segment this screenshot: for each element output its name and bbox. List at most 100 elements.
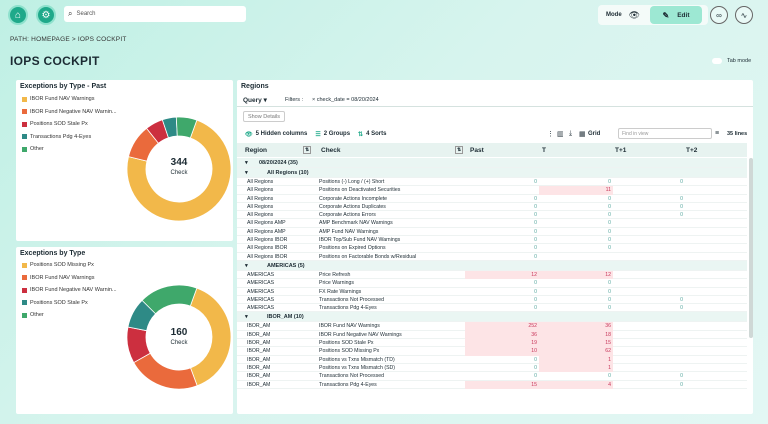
hidden-columns-button[interactable]: 👁 5 Hidden columns (245, 131, 307, 138)
home-icon[interactable]: ⌂ (8, 5, 28, 25)
export-icon[interactable]: ⤓ (569, 130, 573, 137)
donut-slice[interactable] (133, 352, 198, 390)
column-header-t[interactable]: T (542, 147, 546, 154)
legend-item[interactable]: Positions SOD Stale Px (22, 118, 117, 131)
cell-region: IBOR_AM (247, 323, 271, 330)
search-input[interactable]: ⌕ Search (64, 6, 246, 22)
vertical-scrollbar[interactable] (749, 158, 753, 338)
column-header-t1[interactable]: T+1 (615, 147, 627, 154)
table-row[interactable]: IBOR_AM Positions SOD Missing Px 10 62 (237, 347, 747, 356)
legend-item[interactable]: Other (22, 143, 117, 156)
cell-region: All Regions (247, 212, 274, 219)
table-row[interactable]: All Regions Positions on Deactivated Secu… (237, 186, 747, 195)
legend-item[interactable]: Transactions Pdg 4-Eyes (22, 131, 117, 144)
donut-slice[interactable] (126, 119, 232, 222)
column-header-t2[interactable]: T+2 (686, 147, 698, 154)
legend-label: IBOR Fund NAV Warnings (30, 96, 95, 103)
more-icon[interactable]: ⋮ (547, 131, 554, 138)
legend-item[interactable]: IBOR Fund Negative NAV Warnin... (22, 106, 117, 119)
legend-item[interactable]: IBOR Fund Negative NAV Warnin... (22, 284, 117, 297)
column-header-region[interactable]: Region (245, 147, 268, 154)
table-row[interactable]: All Regions Positions (-) Long / (+) Shor… (237, 178, 747, 187)
find-in-view-input[interactable]: Find in view (618, 128, 712, 139)
gear-icon[interactable]: ⚙ (36, 5, 56, 25)
sort-icon[interactable]: ⇅ (455, 146, 464, 154)
legend-item[interactable]: Positions SOD Missing Px (22, 259, 117, 272)
legend-swatch (22, 109, 27, 115)
cell-t: 0 (608, 288, 611, 295)
show-details-button[interactable]: Show Details (243, 111, 285, 122)
cell-t: 15 (539, 339, 613, 348)
legend-item[interactable]: IBOR Fund NAV Warnings (22, 272, 117, 285)
columns-icon[interactable]: ▥ (557, 131, 564, 138)
breadcrumb: PATH: HOMEPAGE > IOPS COCKPIT (10, 36, 127, 43)
grid-icon[interactable]: ▦ (579, 131, 586, 138)
table-row[interactable]: IBOR_AM IBOR Fund NAV Warnings 252 36 (237, 322, 747, 331)
legend-item[interactable]: Other (22, 309, 117, 322)
group-row[interactable]: ▾ 08/20/2024 (35) (237, 158, 747, 168)
table-row[interactable]: All Regions IBOR Positions on Expired Opt… (237, 244, 747, 253)
column-header-past[interactable]: Past (470, 147, 484, 154)
table-row[interactable]: All Regions IBOR IBOR Top/Sub Fund NAV Wa… (237, 236, 747, 245)
cell-check: Positions SOD Missing Px (319, 348, 380, 355)
legend-item[interactable]: Positions SOD Stale Px (22, 297, 117, 310)
edit-button[interactable]: ✎ Edit (650, 6, 702, 24)
filter-chip[interactable]: × check_date = 08/20/2024 (312, 97, 379, 103)
cell-region: IBOR_AM (247, 331, 271, 338)
column-header-check[interactable]: Check (321, 147, 341, 154)
donut-chart-past (126, 116, 232, 222)
groups-button[interactable]: ☰ 2 Groups (315, 131, 350, 138)
cell-region: IBOR_AM (247, 381, 271, 388)
toggle-switch[interactable] (712, 58, 722, 64)
table-row[interactable]: All Regions AMP AMP Fund NAV Warnings 0 0 (237, 228, 747, 237)
cell-past: 19 (465, 339, 539, 348)
cell-region: AMERICAS (247, 280, 275, 287)
table-row[interactable]: IBOR_AM Transactions Pdg 4-Eyes 15 4 0 (237, 380, 747, 389)
group-row[interactable]: ▾ All Regions (10) (237, 168, 747, 178)
cell-region: AMERICAS (247, 271, 275, 278)
group-row[interactable]: ▾ AMERICAS (5) (237, 260, 747, 271)
chevron-down-icon[interactable]: ▾ (245, 262, 248, 269)
legend-swatch (22, 287, 27, 293)
table-row[interactable]: AMERICAS FX Rate Warnings 0 0 (237, 288, 747, 296)
donut-slice[interactable] (141, 284, 198, 315)
cell-t: 18 (539, 330, 613, 340)
card-title: Exceptions by Type - Past (20, 83, 107, 90)
group-row[interactable]: ▾ IBOR_AM (10) (237, 312, 747, 323)
table-row[interactable]: IBOR_AM Positions vs Txns Mismatch (TD) 0 1 (237, 355, 747, 364)
cell-region: All Regions AMP (247, 220, 286, 227)
eye-icon[interactable]: 👁 (628, 9, 641, 20)
table-row[interactable]: All Regions IBOR Positions on Factorable … (237, 253, 747, 261)
list-icon[interactable]: ≡ (715, 130, 720, 137)
legend-swatch (22, 146, 27, 152)
table-row[interactable]: All Regions AMP AMP Benchmark NAV Warning… (237, 219, 747, 228)
donut-slice[interactable] (175, 116, 198, 139)
link-icon[interactable]: ∞ (710, 6, 728, 24)
table-row[interactable]: All Regions Corporate Actions Duplicates 0… (237, 203, 747, 212)
table-row[interactable]: IBOR_AM Transactions Not Processed 0 0 0 (237, 372, 747, 381)
tab-mode-toggle[interactable]: Tab mode (712, 58, 751, 64)
cell-region: All Regions IBOR (247, 245, 288, 252)
donut-slice[interactable] (189, 287, 232, 387)
search-placeholder: Search (76, 11, 96, 17)
legend-item[interactable]: IBOR Fund NAV Warnings (22, 93, 117, 106)
table-row[interactable]: AMERICAS Price Refresh 12 12 (237, 270, 747, 280)
legend-label: IBOR Fund Negative NAV Warnin... (30, 287, 117, 294)
table-row[interactable]: All Regions Corporate Actions Incomplete 0… (237, 195, 747, 203)
activity-icon[interactable]: ∿ (735, 6, 753, 24)
table-row[interactable]: IBOR_AM Positions SOD Stale Px 19 15 (237, 339, 747, 348)
chevron-down-icon[interactable]: ▾ (245, 314, 248, 321)
table-row[interactable]: All Regions Corporate Actions Errors 0 0 0 (237, 211, 747, 220)
sorts-button[interactable]: ⇅ 4 Sorts (358, 131, 386, 138)
table-row[interactable]: IBOR_AM Positions vs Txns Mismatch (SD) 0 1 (237, 363, 747, 373)
cell-t1: 0 (680, 195, 683, 202)
sort-icon[interactable]: ⇅ (303, 146, 312, 154)
edit-label: Edit (677, 11, 690, 19)
chevron-down-icon[interactable]: ▾ (245, 170, 248, 176)
table-row[interactable]: AMERICAS Transactions Pdg 4-Eyes 0 0 0 (237, 304, 747, 313)
table-row[interactable]: AMERICAS Transactions Not Processed 0 0 0 (237, 296, 747, 305)
chevron-down-icon[interactable]: ▾ (245, 160, 248, 166)
table-row[interactable]: IBOR_AM IBOR Fund Negative NAV Warnings 36… (237, 330, 747, 340)
query-dropdown[interactable]: Query ▾ (243, 97, 267, 104)
table-row[interactable]: AMERICAS Price Warnings 0 0 (237, 279, 747, 288)
